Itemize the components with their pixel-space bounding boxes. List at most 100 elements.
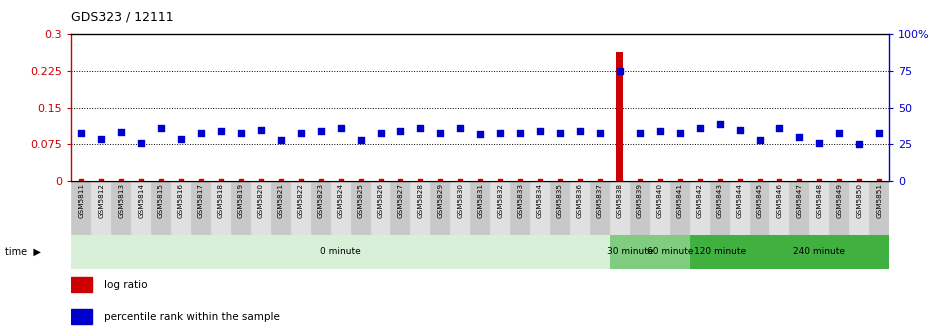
Point [752,179,767,184]
Text: GSM5813: GSM5813 [118,183,125,218]
Bar [71,181,91,235]
Bar [71,277,91,292]
Point [433,130,448,135]
Text: 240 minute: 240 minute [793,248,845,256]
Point [672,130,688,135]
Text: GSM5815: GSM5815 [158,183,165,218]
Point [153,126,168,131]
Bar [271,181,291,235]
Text: GSM5819: GSM5819 [238,183,243,218]
Point [453,126,468,131]
Point [273,137,288,143]
Point [852,179,867,184]
Point [293,130,308,135]
Text: GSM5818: GSM5818 [218,183,223,218]
Text: GSM5850: GSM5850 [856,183,863,218]
Point [592,130,608,135]
Point [573,128,588,134]
Point [333,179,348,184]
Bar [769,181,789,235]
Point [493,130,508,135]
Point [313,128,328,134]
Point [133,179,148,184]
Text: GSM5832: GSM5832 [497,183,503,218]
Point [233,130,248,135]
Point [533,179,548,184]
Bar [689,235,749,269]
Text: GSM5839: GSM5839 [637,183,643,218]
Point [233,179,248,184]
Text: percentile rank within the sample: percentile rank within the sample [104,312,280,322]
Bar [451,181,471,235]
Text: GSM5835: GSM5835 [557,183,563,218]
Point [872,179,887,184]
Bar [131,181,151,235]
Point [712,121,728,126]
Text: GSM5851: GSM5851 [876,183,883,218]
Point [153,179,168,184]
Bar [111,181,131,235]
Text: GSM5823: GSM5823 [318,183,323,218]
Text: GSM5840: GSM5840 [657,183,663,218]
Bar [616,52,623,181]
Point [812,140,827,146]
Point [612,68,628,73]
Point [792,179,807,184]
Bar [729,181,749,235]
Text: GSM5843: GSM5843 [717,183,723,218]
Point [273,179,288,184]
Point [672,179,688,184]
Point [772,179,787,184]
Text: 0 minute: 0 minute [320,248,361,256]
Point [413,126,428,131]
Bar [371,181,391,235]
Point [193,179,208,184]
Bar [331,181,351,235]
Text: GSM5834: GSM5834 [537,183,543,218]
Point [832,179,847,184]
Bar [849,181,869,235]
Bar [550,181,570,235]
Point [473,131,488,137]
Bar [670,181,689,235]
Point [852,142,867,147]
Text: GSM5814: GSM5814 [138,183,145,218]
Bar [351,181,371,235]
Point [213,128,228,134]
Point [752,137,767,143]
Bar [490,181,510,235]
Bar [311,181,331,235]
Bar [829,181,849,235]
Point [133,140,148,146]
Text: GSM5841: GSM5841 [677,183,683,218]
Point [513,179,528,184]
Text: GSM5824: GSM5824 [338,183,343,218]
Point [772,126,787,131]
Text: GSM5816: GSM5816 [178,183,184,218]
Text: GSM5831: GSM5831 [477,183,483,218]
Text: GSM5845: GSM5845 [757,183,763,218]
Point [872,130,887,135]
Bar [91,181,111,235]
Point [113,179,128,184]
Point [393,179,408,184]
Bar [749,181,769,235]
Bar [809,181,829,235]
Point [692,126,708,131]
Text: GSM5828: GSM5828 [417,183,423,218]
Point [652,128,668,134]
Bar [709,181,729,235]
Bar [251,181,271,235]
Text: 60 minute: 60 minute [647,248,693,256]
Point [293,179,308,184]
Point [493,179,508,184]
Point [612,179,628,184]
Point [173,136,188,141]
Text: GSM5827: GSM5827 [398,183,403,218]
Bar [610,235,650,269]
Bar [590,181,610,235]
Bar [789,181,809,235]
Point [792,134,807,140]
Point [473,179,488,184]
Text: GSM5838: GSM5838 [617,183,623,218]
